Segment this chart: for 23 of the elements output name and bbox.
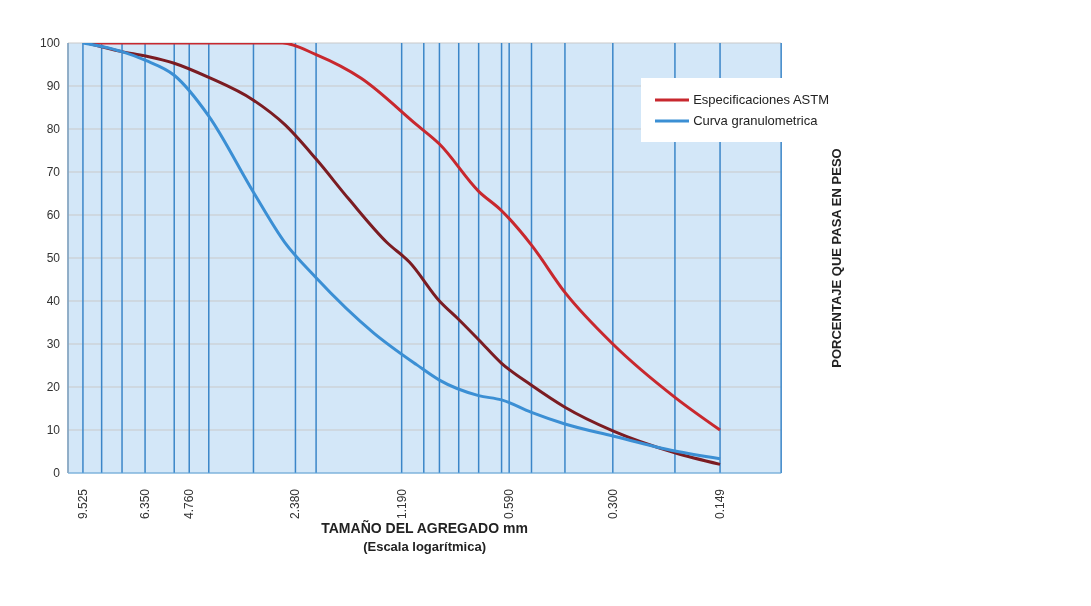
y-tick-label: 20 bbox=[46, 380, 61, 395]
y-tick-label: 50 bbox=[46, 251, 61, 266]
x-tick-label: 2.380 bbox=[288, 488, 303, 520]
y-axis-title: PORCENTAJE QUE PASA EN PESO bbox=[828, 148, 844, 368]
y-tick-label: 0 bbox=[53, 466, 61, 481]
x-tick-label: 0.590 bbox=[502, 488, 517, 520]
y-tick-label: 70 bbox=[46, 165, 61, 180]
x-tick-label: 1.190 bbox=[394, 488, 409, 520]
y-tick-label: 100 bbox=[39, 36, 61, 51]
y-tick-label: 10 bbox=[46, 423, 61, 438]
y-tick-label: 60 bbox=[46, 208, 61, 223]
x-axis-title: TAMAÑO DEL AGREGADO mm (Escala logarítmica) bbox=[321, 519, 528, 554]
x-tick-label: 4.760 bbox=[182, 488, 197, 520]
y-tick-label: 30 bbox=[46, 337, 61, 352]
x-tick-label: 0.149 bbox=[713, 488, 728, 520]
y-tick-label: 90 bbox=[46, 79, 61, 94]
x-tick-label: 6.350 bbox=[138, 488, 153, 520]
legend-label: Curva granulometrica bbox=[693, 113, 818, 128]
legend-label: Especificaciones ASTM bbox=[693, 92, 829, 107]
y-tick-label: 80 bbox=[46, 122, 61, 137]
x-tick-label: 0.300 bbox=[605, 488, 620, 520]
y-tick-label: 40 bbox=[46, 294, 61, 309]
x-tick-label: 9.525 bbox=[75, 488, 90, 520]
